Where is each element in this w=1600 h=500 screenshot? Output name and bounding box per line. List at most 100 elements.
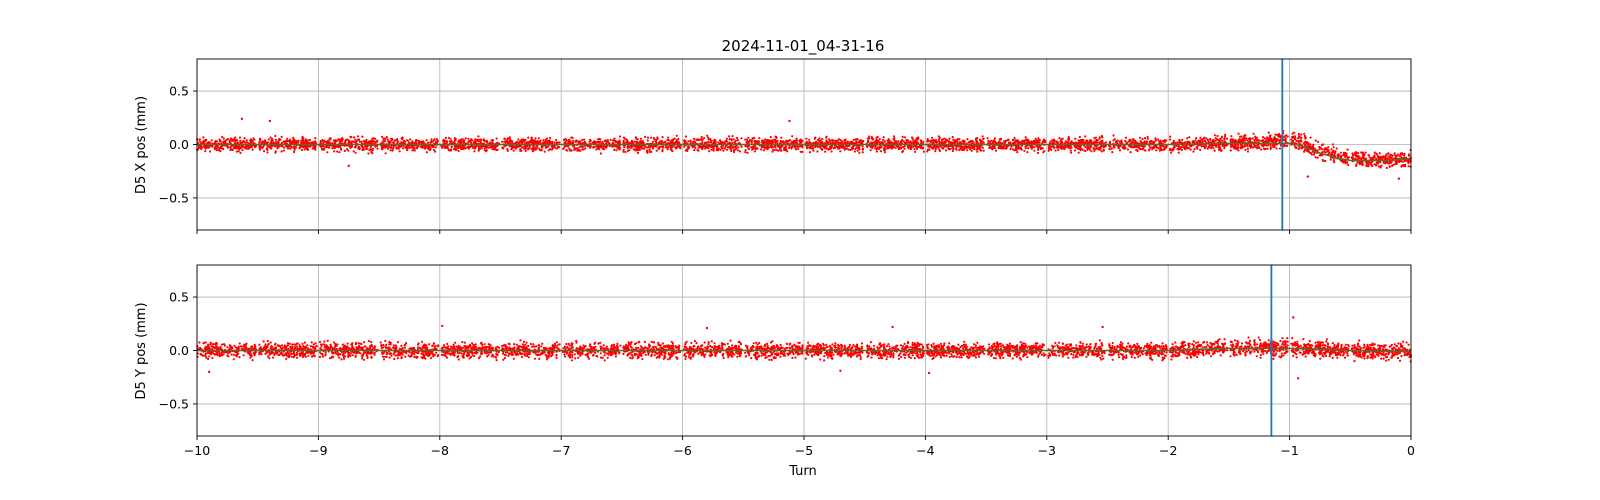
scatter-point xyxy=(297,139,300,142)
scatter-point xyxy=(966,138,969,141)
scatter-point xyxy=(958,148,961,151)
scatter-point xyxy=(1090,150,1093,153)
scatter-point xyxy=(338,151,341,154)
scatter-point xyxy=(250,141,253,144)
scatter-point xyxy=(750,146,753,149)
scatter-point xyxy=(553,141,556,144)
scatter-point xyxy=(1258,146,1261,149)
scatter-point xyxy=(386,138,389,141)
scatter-point xyxy=(701,147,704,151)
scatter-point xyxy=(1064,140,1067,143)
scatter-point xyxy=(634,136,638,139)
scatter-point xyxy=(573,148,576,151)
scatter-point xyxy=(696,148,699,151)
scatter-point xyxy=(879,150,882,153)
scatter-point xyxy=(1307,143,1310,146)
scatter-point xyxy=(750,141,754,144)
scatter-point xyxy=(1299,139,1302,143)
scatter-point xyxy=(1093,140,1096,143)
scatter-point xyxy=(746,151,749,154)
scatter-point xyxy=(1168,149,1171,152)
scatter-point xyxy=(1201,140,1204,143)
scatter-point xyxy=(736,149,740,152)
scatter-point xyxy=(1307,150,1311,153)
scatter-point xyxy=(968,145,971,148)
scatter-point xyxy=(274,151,277,154)
scatter-point xyxy=(558,146,561,149)
scatter-point xyxy=(389,145,393,148)
scatter-point xyxy=(578,146,581,149)
scatter-point xyxy=(1360,151,1363,154)
scatter-point xyxy=(1339,151,1342,154)
scatter-point xyxy=(539,149,543,152)
scatter-point xyxy=(1094,136,1097,139)
scatter-point xyxy=(753,150,757,153)
scatter-point xyxy=(314,137,317,140)
scatter-point xyxy=(1118,149,1122,152)
scatter-point xyxy=(937,146,940,149)
scatter-point xyxy=(408,146,411,149)
scatter-point xyxy=(892,135,896,138)
scatter-point xyxy=(851,141,854,144)
scatter-point xyxy=(722,149,725,152)
scatter-point xyxy=(225,138,228,142)
scatter-point xyxy=(1163,141,1166,144)
scatter-point xyxy=(1143,137,1147,140)
scatter-point xyxy=(675,134,678,137)
scatter-point xyxy=(676,141,679,144)
y-tick-label: 0.0 xyxy=(169,137,189,152)
scatter-point xyxy=(894,141,898,144)
scatter-point xyxy=(1070,146,1073,149)
scatter-point xyxy=(1027,147,1030,150)
scatter-point xyxy=(795,137,798,140)
scatter-point xyxy=(354,138,357,141)
scatter-point xyxy=(405,139,409,142)
scatter-point xyxy=(469,145,472,149)
scatter-point xyxy=(229,148,233,151)
scatter-point xyxy=(1163,148,1166,151)
scatter-point xyxy=(1264,147,1267,150)
scatter-point xyxy=(961,147,964,150)
scatter-point xyxy=(335,139,338,143)
scatter-point xyxy=(982,149,985,152)
scatter-point xyxy=(842,145,845,148)
scatter-point xyxy=(491,148,494,151)
scatter-point xyxy=(519,140,522,143)
scatter-point xyxy=(1058,137,1061,140)
scatter-point xyxy=(393,139,396,142)
scatter-point xyxy=(463,147,466,150)
scatter-point xyxy=(1015,149,1018,152)
scatter-point xyxy=(1375,152,1378,155)
scatter-point xyxy=(577,141,580,144)
scatter-point xyxy=(700,138,704,142)
scatter-point xyxy=(1021,140,1024,143)
scatter-point xyxy=(1193,148,1196,151)
scatter-point xyxy=(1317,140,1320,143)
scatter-point xyxy=(945,139,949,142)
scatter-point xyxy=(1086,145,1089,148)
scatter-point xyxy=(926,138,929,141)
scatter-point xyxy=(1385,153,1388,156)
scatter-point xyxy=(867,135,871,138)
scatter-point xyxy=(1258,139,1262,142)
scatter-point xyxy=(1148,149,1151,152)
scatter-point xyxy=(710,148,713,151)
scatter-point xyxy=(969,140,972,143)
scatter-point xyxy=(222,141,225,144)
scatter-point xyxy=(877,139,880,142)
scatter-point xyxy=(799,150,802,153)
scatter-point xyxy=(649,150,652,153)
scatter-point xyxy=(1141,141,1144,144)
scatter-point xyxy=(209,150,212,153)
scatter-point xyxy=(551,147,554,150)
scatter-point xyxy=(1023,149,1026,152)
scatter-point xyxy=(747,140,750,144)
scatter-point xyxy=(535,140,538,143)
scatter-point xyxy=(611,139,615,142)
scatter-point xyxy=(309,145,312,148)
scatter-point xyxy=(426,147,430,150)
scatter-point xyxy=(861,145,864,148)
scatter-point xyxy=(1055,140,1058,143)
scatter-point xyxy=(1233,145,1236,148)
